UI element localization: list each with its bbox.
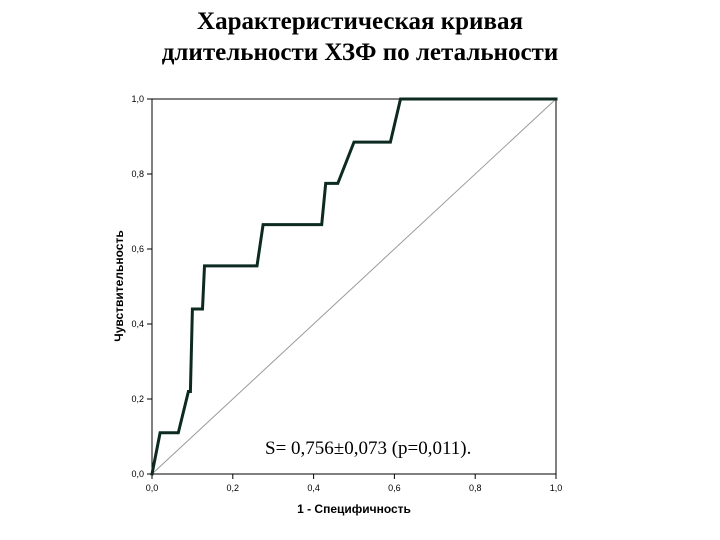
y-tick-label: 0,6 xyxy=(131,244,144,254)
plot-frame xyxy=(151,98,557,475)
roc-curve-line xyxy=(150,97,558,476)
axis-ticks: 0,0 0,2 0,4 0,6 0,8 1,0 0,0 0,2 0,4 0,6 0,8 1,0 xyxy=(131,94,562,493)
x-tick-label: 0,6 xyxy=(388,483,401,493)
x-axis-label: 1 - Специфичность xyxy=(297,502,411,516)
y-axis-label: Чувствительность xyxy=(112,230,126,341)
plot-border xyxy=(151,98,557,475)
y-tick-label: 0,0 xyxy=(131,469,144,479)
x-tick-label: 0,8 xyxy=(469,483,482,493)
chart-series xyxy=(150,97,558,476)
auc-annotation: S= 0,756±0,073 (p=0,011). xyxy=(265,438,471,459)
reference-diagonal-line xyxy=(151,98,557,475)
y-tick-label: 0,2 xyxy=(131,394,144,404)
y-tick-label: 0,8 xyxy=(131,169,144,179)
title-line-2: длительности ХЗФ по летальности xyxy=(161,39,559,66)
x-tick-label: 0,0 xyxy=(146,483,159,493)
x-tick-label: 0,2 xyxy=(227,483,240,493)
title-line-1: Характеристическая кривая xyxy=(197,8,523,35)
y-tick-label: 0,4 xyxy=(131,319,144,329)
y-tick-label: 1,0 xyxy=(131,94,144,104)
x-tick-label: 0,4 xyxy=(307,483,320,493)
x-tick-label: 1,0 xyxy=(550,483,563,493)
page-title: Характеристическая кривая длительности Х… xyxy=(0,6,720,68)
